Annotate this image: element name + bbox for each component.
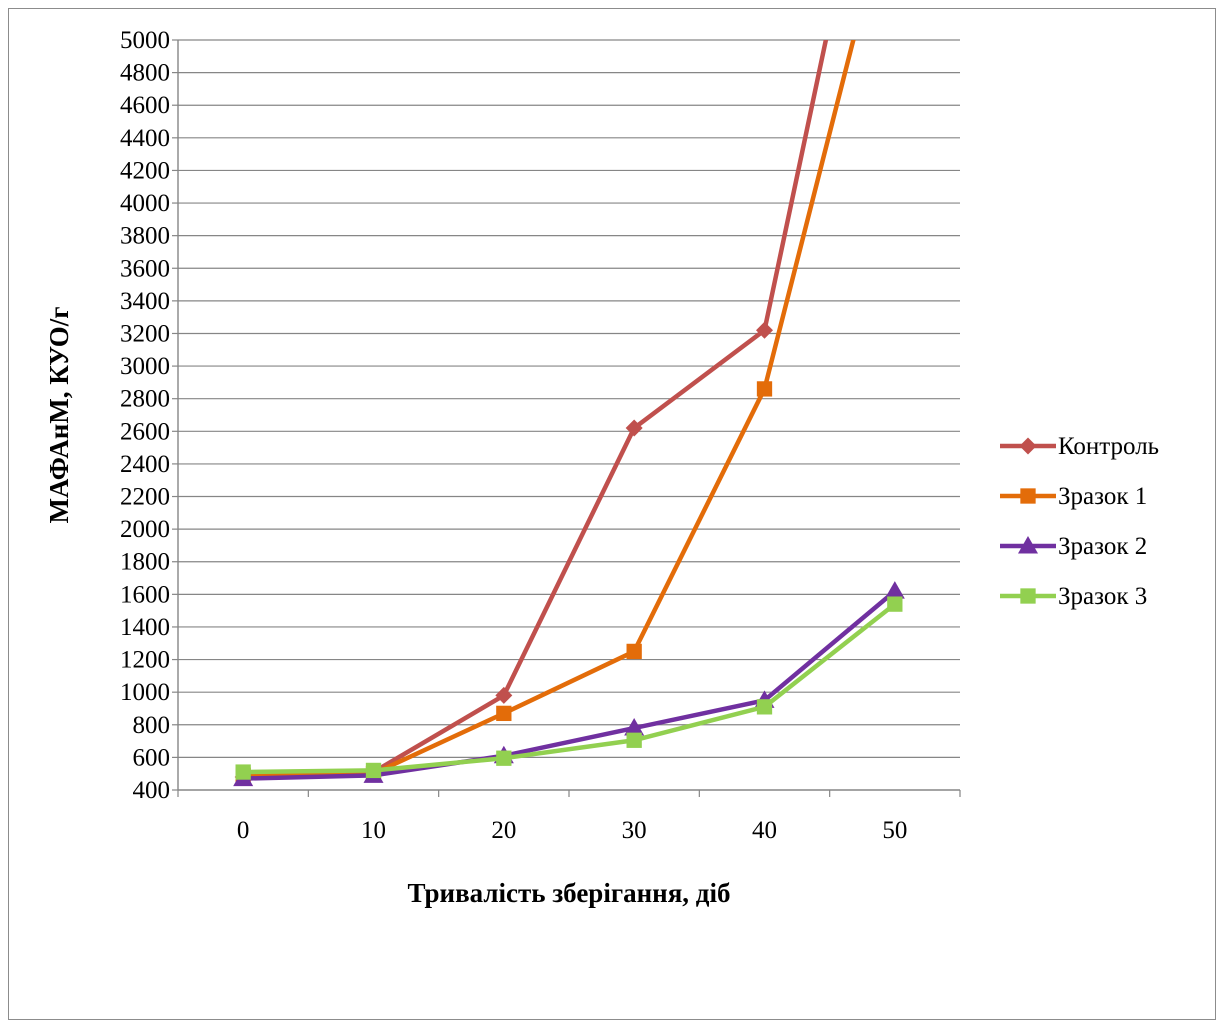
y-tick-label: 4000: [120, 190, 170, 217]
y-tick-label: 400: [133, 777, 171, 804]
legend-item: Зразок 2: [1000, 533, 1147, 560]
data-point-marker: [496, 706, 511, 721]
data-point-marker: [757, 699, 772, 714]
y-tick-label: 1800: [120, 549, 170, 576]
series-1: [235, 0, 895, 785]
y-tick-label: 3600: [120, 255, 170, 282]
legend-item: Зразок 1: [1000, 483, 1147, 510]
y-tick-label: 600: [133, 744, 171, 771]
data-point-marker: [1020, 588, 1035, 603]
x-tick-label: 10: [361, 817, 386, 844]
y-tick-label: 3400: [120, 288, 170, 315]
data-point-marker: [1020, 438, 1037, 455]
series-2: [236, 0, 895, 783]
legend-label: Контроль: [1058, 433, 1159, 460]
y-tick-label: 3200: [120, 320, 170, 347]
legend-label: Зразок 3: [1058, 583, 1147, 610]
y-tick-label: 2800: [120, 386, 170, 413]
y-tick-label: 2600: [120, 418, 170, 445]
legend-label: Зразок 2: [1058, 533, 1147, 560]
data-point-marker: [236, 764, 251, 779]
x-tick-label: 50: [882, 817, 907, 844]
y-tick-label: 4400: [120, 125, 170, 152]
x-tick-label: 30: [622, 817, 647, 844]
data-point-marker: [1020, 488, 1035, 503]
grid-lines: [178, 40, 960, 757]
y-tick-label: 3000: [120, 353, 170, 380]
x-tick-label: 20: [491, 817, 516, 844]
data-point-marker: [627, 733, 642, 748]
x-tick-labels: 0 10 20 30 40 50: [237, 817, 907, 844]
y-tick-label: 4800: [120, 60, 170, 87]
series-line: [243, 0, 895, 777]
legend-item: Зразок 3: [1000, 583, 1147, 610]
x-tick-label: 0: [237, 817, 250, 844]
series-4: [236, 596, 903, 779]
data-point-marker: [366, 763, 381, 778]
y-tick-label: 5000: [120, 27, 170, 54]
data-point-marker: [496, 751, 511, 766]
data-point-marker: [885, 581, 905, 599]
y-tick-label: 4200: [120, 157, 170, 184]
data-point-marker: [627, 644, 642, 659]
y-tick-label: 3800: [120, 223, 170, 250]
data-point-marker: [887, 596, 902, 611]
legend-item: Контроль: [1000, 433, 1159, 460]
x-axis-title: Тривалість зберігання, діб: [408, 878, 731, 908]
y-tick-label: 1600: [120, 581, 170, 608]
series-layer: [233, 0, 905, 786]
y-tick-label: 1200: [120, 647, 170, 674]
y-axis-title: МАФАнМ, КУО/г: [44, 306, 74, 523]
legend-label: Зразок 1: [1058, 483, 1147, 510]
y-tick-label: 4600: [120, 92, 170, 119]
y-tick-label: 2200: [120, 484, 170, 511]
x-tick-label: 40: [752, 817, 777, 844]
y-tick-labels: 400 600 800 1000 1200 1400 1600 1800 2000 2200 240…: [120, 27, 170, 804]
legend: Контроль Зразок 1 Зразок 2 Зразок 3: [1000, 433, 1159, 610]
y-tick-label: 1000: [120, 679, 170, 706]
data-point-marker: [757, 381, 772, 396]
y-tick-label: 2400: [120, 451, 170, 478]
y-tick-label: 2000: [120, 516, 170, 543]
series-line: [243, 604, 895, 772]
y-tick-label: 1400: [120, 614, 170, 641]
y-tick-label: 800: [133, 712, 171, 739]
